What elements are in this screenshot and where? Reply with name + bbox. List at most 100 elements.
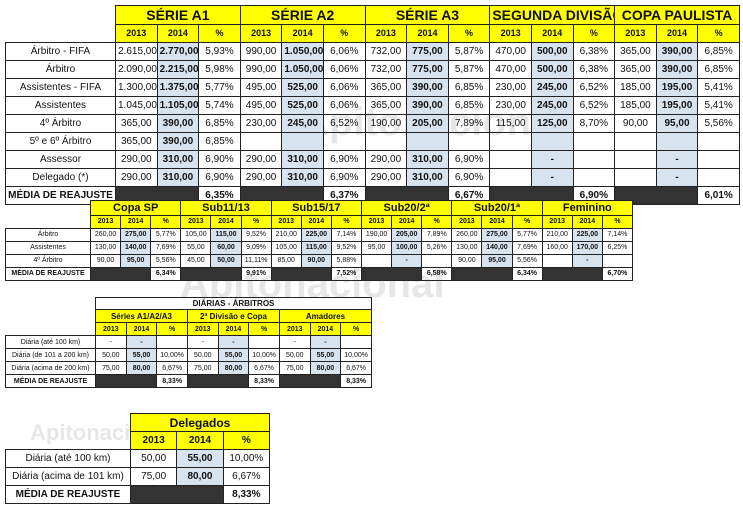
cell: 5,56% [697,113,740,133]
cell: 75,00 [95,361,127,375]
cell [697,167,740,187]
shaded-cell [114,185,200,205]
cell: 210,00 [541,227,573,242]
shaded-cell [541,266,603,281]
cell: 732,00 [364,59,408,79]
table: SÉRIE A1 SÉRIE A2 SÉRIE A3 SEGUNDA DIVISÃO C… [5,5,740,205]
cell: 90,00 [614,113,657,133]
cell: 6,90% [447,149,491,169]
cell: 5,56% [150,253,182,268]
column-header: % [340,322,372,336]
row-label: Assistentes [5,240,91,255]
cell: 225,00 [571,227,603,242]
average-value: 8,33% [248,374,280,388]
column-header: % [222,431,271,450]
cell: 195,00 [655,77,699,97]
cell: 6,85% [447,77,491,97]
cell: 85,00 [270,253,302,268]
year-row: 2013 2014% 2013 2014% 2013 2014% 2013 2014% 2013… [6,24,740,43]
shaded-cell [89,266,152,281]
blank-cell [6,298,96,310]
cell: 140,00 [120,240,152,255]
cell: - [217,335,250,349]
blank-cell [6,432,131,450]
cell [572,149,616,169]
column-header: % [447,24,491,43]
row: 4º Árbitro 365,00 390,00 6,85% 230,00 245,00 6… [5,113,740,133]
row: Assessor 290,00 310,00 6,90% 290,00 310,00 6,9… [5,149,740,169]
cell: 170,00 [571,240,603,255]
cell [421,253,453,268]
column-header: 2013 [451,215,483,229]
group-header: Feminino [541,200,634,216]
cell [572,167,616,187]
shaded-cell [180,266,242,281]
cell: 1.050,00 [281,59,324,79]
group-header: Sub20/2ª [360,200,453,216]
cell: 6,67% [156,361,188,375]
shaded-cell [186,374,250,388]
column-header: 2013 [180,215,212,229]
group-header: Amadores [278,309,373,323]
cell [614,149,657,169]
column-header: 2014 [571,215,603,229]
row-label: Delegado (*) [5,167,116,187]
cell [614,167,657,187]
cell: 5,41% [697,95,740,115]
cell: 990,00 [239,59,283,79]
column-header: % [322,24,366,43]
row-label: 4º Árbitro [5,253,91,268]
column-header: % [572,24,616,43]
cell: 9,52% [240,227,272,242]
cell: 55,00 [309,348,342,362]
column-header: 2014 [481,215,513,229]
cell: 6,85% [697,59,740,79]
cell: 5,77% [198,77,241,97]
cell: 7,69% [511,240,543,255]
cell: 130,00 [89,240,122,255]
blank-cell [6,216,91,229]
cell: 10,00% [156,348,188,362]
cell: 95,00 [655,113,699,133]
cell: 470,00 [489,41,532,61]
column-header: 2013 [541,215,573,229]
cell: 6,06% [322,77,366,97]
cell: 2.090,00 [115,59,158,79]
average-row: MÉDIA DE REAJUSTE 8,33% 8,33% 8,33% [5,374,372,388]
column-header: % [156,322,188,336]
cell: 90,00 [89,253,122,268]
cell: 90,00 [451,253,483,268]
column-header: 2013 [614,24,657,43]
table-title: DIÁRIAS - ÁRBITROS [95,297,372,310]
cell: 7,69% [150,240,182,255]
cell: 5,88% [330,253,362,268]
year-row: 2013 2014% 2013 2014% 2013 2014% 2013 2014% 2013… [6,215,634,229]
cell: 2.615,00 [115,41,158,61]
shaded-cell [130,485,224,504]
cell [489,131,532,151]
column-header: 2014 [300,215,332,229]
cell: 775,00 [406,41,449,61]
cell: - [530,149,574,169]
cell [614,131,657,151]
cell: 6,85% [697,41,740,61]
cell: 115,00 [210,227,242,242]
column-header: 2013 [270,215,302,229]
shaded-cell [278,374,342,388]
group-header: Sub15/17 [270,200,362,216]
average-value: 6,01% [697,185,740,205]
cell: 55,00 [217,348,250,362]
column-header: 2013 [186,322,219,336]
row: Diária (acima de 101 km) 75,00 80,00 6,67% [5,467,271,486]
shaded-cell [451,266,513,281]
cell: - [95,335,127,349]
row: Assistentes - FIFA 1.300,00 1.375,00 5,77% 4… [5,77,740,97]
cell: 80,00 [309,361,342,375]
cell: 160,00 [541,240,573,255]
cell [239,131,283,151]
cell [541,253,573,268]
cell [281,131,324,151]
cell: 1.045,00 [115,95,158,115]
cell: - [309,335,342,349]
